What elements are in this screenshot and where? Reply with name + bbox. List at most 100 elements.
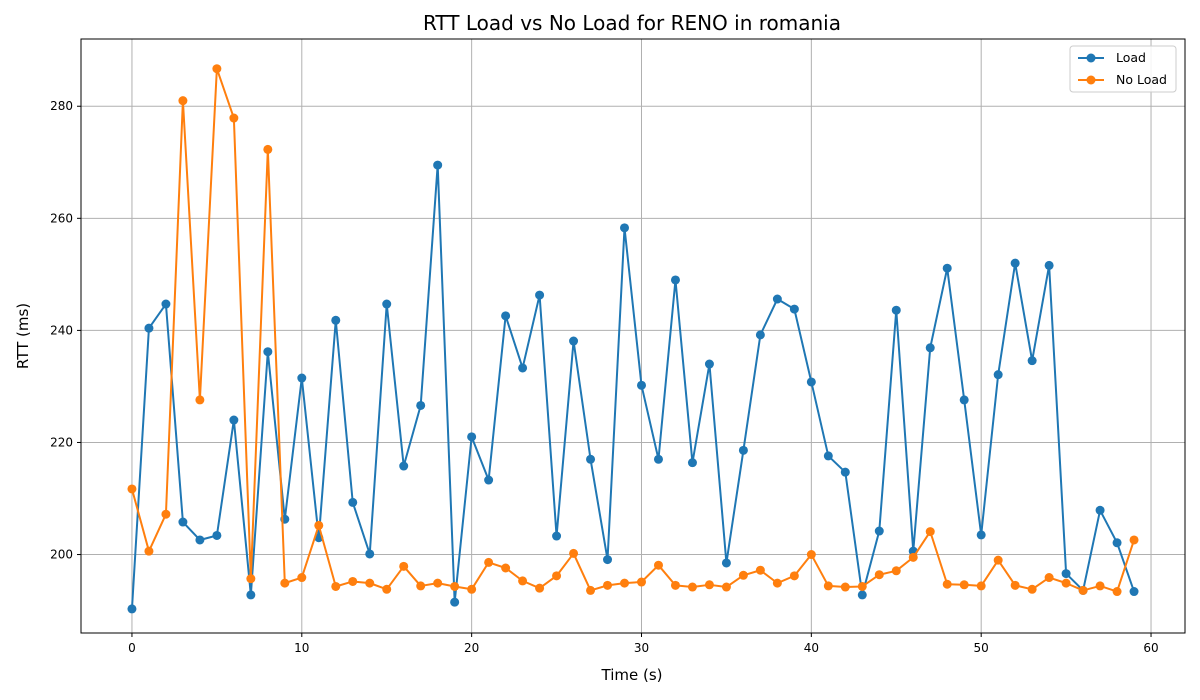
data-point-no-load [1061, 578, 1071, 588]
data-point-no-load [1112, 587, 1122, 597]
legend-marker-load [1086, 53, 1096, 63]
data-point-load [178, 517, 188, 527]
data-point-no-load [823, 581, 833, 591]
data-point-load [1061, 569, 1071, 579]
legend: Load No Load [1069, 45, 1177, 93]
data-point-load [789, 304, 799, 314]
data-point-no-load [161, 509, 171, 519]
data-point-no-load [874, 570, 884, 580]
axis-ticks: 0 10 20 30 40 50 60 200 220 240 260 280 [50, 99, 1159, 655]
data-point-load [246, 590, 256, 600]
data-point-load [704, 359, 714, 369]
data-point-load [993, 370, 1003, 380]
data-point-no-load [1044, 573, 1054, 583]
data-point-no-load [331, 581, 341, 591]
data-point-no-load [280, 578, 290, 588]
data-point-no-load [603, 580, 613, 590]
data-point-load [620, 223, 630, 233]
data-point-no-load [501, 563, 511, 573]
data-point-no-load [518, 576, 528, 586]
x-tick-label: 50 [974, 641, 989, 655]
data-point-no-load [450, 581, 460, 591]
data-point-load [942, 263, 952, 273]
x-tick-label: 10 [294, 641, 309, 655]
data-point-no-load [620, 578, 630, 588]
x-tick-label: 30 [634, 641, 649, 655]
data-point-no-load [908, 552, 918, 562]
legend-label-no-load: No Load [1116, 72, 1167, 87]
data-point-load [365, 549, 375, 559]
data-point-no-load [704, 580, 714, 590]
y-tick-label: 240 [50, 323, 73, 337]
data-point-no-load [263, 144, 273, 154]
data-point-load [127, 604, 137, 614]
data-point-no-load [229, 113, 239, 123]
data-point-load [1027, 356, 1037, 366]
legend-label-load: Load [1116, 50, 1146, 65]
data-point-no-load [586, 585, 596, 595]
data-point-no-load [653, 560, 663, 570]
data-point-no-load [212, 64, 222, 74]
data-point-load [891, 305, 901, 315]
data-point-no-load [857, 581, 867, 591]
data-point-no-load [670, 580, 680, 590]
data-point-load [331, 315, 341, 325]
data-point-load [874, 526, 884, 536]
data-point-load [738, 445, 748, 455]
data-point-no-load [195, 395, 205, 405]
legend-marker-no-load [1086, 75, 1096, 85]
data-point-no-load [382, 584, 392, 594]
data-point-load [263, 347, 273, 357]
y-tick-label: 260 [50, 211, 73, 225]
data-point-load [195, 535, 205, 545]
data-point-load [840, 467, 850, 477]
data-point-load [467, 432, 477, 442]
data-point-load [603, 555, 613, 565]
data-point-load [518, 363, 528, 373]
series-layer [127, 64, 1139, 614]
data-point-load [569, 336, 579, 346]
data-point-load [1010, 258, 1020, 268]
data-point-no-load [976, 581, 986, 591]
data-point-no-load [755, 565, 765, 575]
data-point-load [552, 531, 562, 541]
data-point-load [450, 597, 460, 607]
data-point-no-load [959, 580, 969, 590]
data-point-load [806, 377, 816, 387]
data-point-load [433, 160, 443, 170]
data-point-no-load [297, 573, 307, 583]
data-point-load [1044, 260, 1054, 270]
data-point-no-load [484, 557, 494, 567]
data-point-load [144, 323, 154, 333]
data-point-no-load [552, 571, 562, 581]
data-point-no-load [246, 574, 256, 584]
data-point-no-load [314, 520, 324, 530]
data-point-load [586, 454, 596, 464]
data-point-load [1095, 505, 1105, 515]
data-point-load [212, 530, 222, 540]
x-tick-label: 20 [464, 641, 479, 655]
x-tick-label: 60 [1143, 641, 1158, 655]
data-point-no-load [144, 546, 154, 556]
data-point-load [721, 558, 731, 568]
data-point-no-load [840, 582, 850, 592]
y-tick-label: 220 [50, 435, 73, 449]
data-point-no-load [636, 577, 646, 587]
data-point-load [755, 330, 765, 340]
series-line-load [130, 164, 1135, 609]
x-tick-label: 40 [804, 641, 819, 655]
data-point-no-load [433, 578, 443, 588]
x-axis-label: Time (s) [601, 666, 663, 684]
data-point-no-load [1129, 535, 1139, 545]
data-point-load [229, 415, 239, 425]
x-tick-label: 0 [128, 641, 136, 655]
data-point-no-load [1078, 585, 1088, 595]
plot-area-frame [80, 38, 1186, 634]
data-point-load [382, 299, 392, 309]
y-axis-label: RTT (ms) [14, 303, 32, 369]
data-point-load [1112, 538, 1122, 548]
data-point-no-load [365, 578, 375, 588]
data-point-no-load [1027, 584, 1037, 594]
data-point-load [976, 530, 986, 540]
